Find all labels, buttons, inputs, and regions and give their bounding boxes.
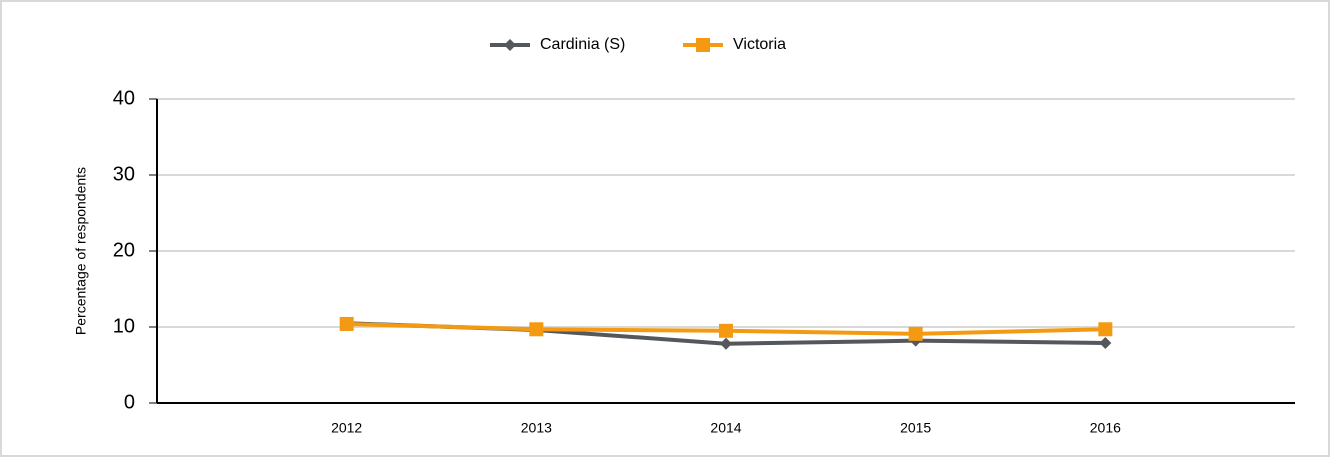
marker [908,326,923,341]
y-tick-label: 40 [113,87,135,109]
y-tick-label: 0 [124,391,135,413]
marker [339,316,354,331]
x-tick-label: 2014 [710,420,741,436]
y-tick-label: 10 [113,315,135,337]
x-tick-label: 2013 [521,420,552,436]
y-tick-label: 20 [113,239,135,261]
marker [1098,322,1113,337]
y-tick-label: 30 [113,163,135,185]
x-tick-label: 2015 [900,420,931,436]
legend-label: Victoria [733,36,786,53]
y-axis-label: Percentage of respondents [73,167,89,335]
x-tick-label: 2012 [331,420,362,436]
x-tick-label: 2016 [1090,420,1121,436]
marker [720,337,732,350]
legend-label: Cardinia (S) [540,36,625,53]
marker [504,39,516,51]
marker [1099,336,1112,349]
marker [719,323,733,338]
marker [529,322,544,337]
marker [696,38,710,52]
